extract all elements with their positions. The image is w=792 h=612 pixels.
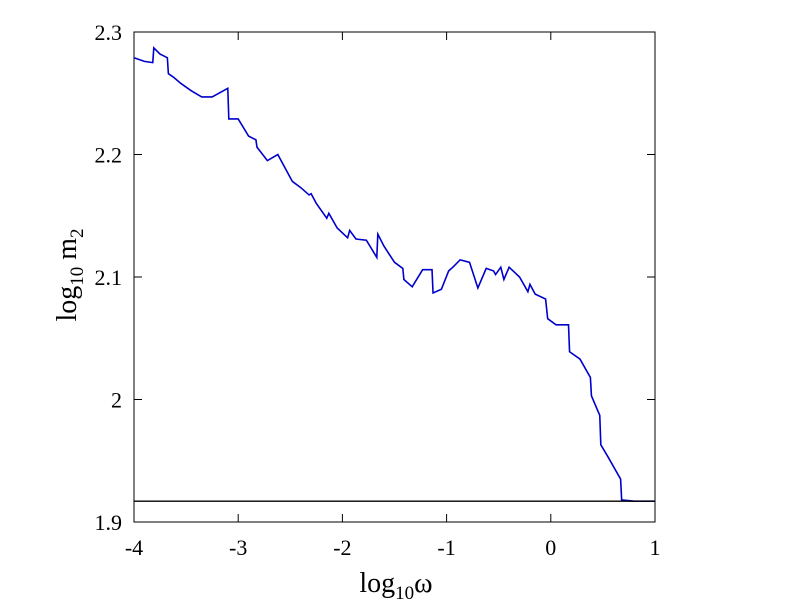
series-line-data [133, 46, 655, 502]
y-tick-label: 2.3 [95, 20, 123, 45]
plot-frame [133, 31, 656, 523]
x-tick-label: -4 [125, 535, 143, 560]
x-tick-label: -1 [437, 535, 455, 560]
y-tick-label: 2 [111, 388, 122, 413]
x-tick-label: 0 [545, 535, 556, 560]
x-axis-label: log10ω [359, 568, 432, 604]
y-tick-label: 2.2 [95, 143, 123, 168]
x-axis-label-var: ω [414, 568, 432, 599]
x-axis: -4 -3 -2 -1 0 1 [125, 32, 661, 560]
x-tick-label: 1 [650, 535, 661, 560]
series-group [133, 46, 655, 502]
y-axis-label-var: m [52, 238, 83, 267]
x-tick-label: -3 [229, 535, 247, 560]
x-axis-label-sub: 10 [395, 583, 414, 604]
y-axis: 1.9 2 2.1 2.2 2.3 [95, 20, 655, 535]
y-axis-label: log10 m2 [52, 228, 88, 321]
y-axis-label-base: log [52, 286, 83, 322]
y-axis-label-var-sub: 2 [67, 228, 88, 238]
x-tick-label: -2 [333, 535, 351, 560]
x-axis-label-base: log [359, 568, 395, 599]
y-tick-label: 1.9 [95, 510, 123, 535]
y-axis-label-sub: 10 [67, 267, 88, 286]
y-tick-label: 2.1 [95, 265, 123, 290]
